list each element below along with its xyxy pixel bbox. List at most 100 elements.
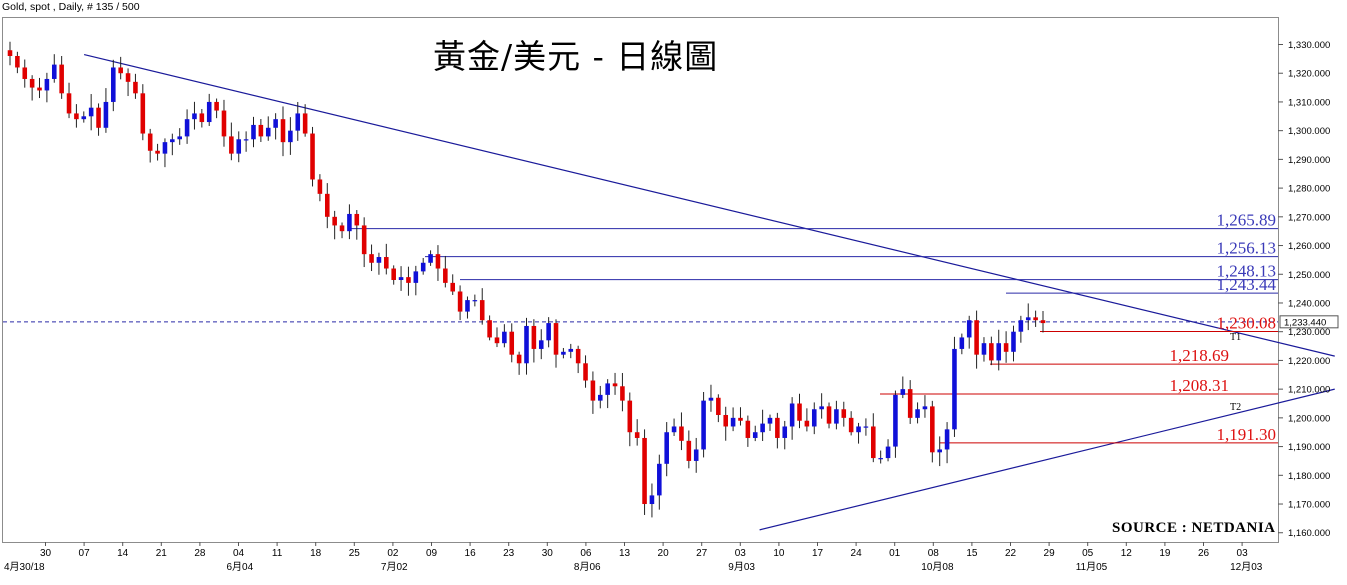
y-tick-label: 1,220.000 [1288, 356, 1330, 367]
candle-down [147, 133, 153, 151]
x-tick-label: 12 [1121, 548, 1133, 559]
level-label: 1,230.08 [1217, 313, 1277, 332]
candle-up [966, 320, 972, 338]
x-tick-label: 23 [503, 548, 515, 559]
candle-down [391, 268, 396, 281]
candle-down [74, 113, 79, 120]
candle-up [295, 113, 301, 131]
x-tick-label: 30 [40, 548, 52, 559]
candle-down [221, 110, 227, 137]
trendline-t2 [759, 388, 1335, 531]
candle-down [907, 389, 913, 418]
x-tick-label: 30 [542, 548, 554, 559]
chart-header-label: Gold, spot , Daily, # 135 / 500 [2, 1, 140, 13]
candle-down [369, 254, 374, 263]
x-tick-label: 01 [889, 548, 901, 559]
x-tick-label: 29 [1044, 548, 1056, 559]
candle-up [561, 351, 566, 355]
candle-up [111, 67, 116, 102]
candle-up [1011, 331, 1016, 352]
candle-up [1018, 320, 1024, 332]
candle-down [317, 179, 323, 194]
x-tick-label: 26 [1198, 548, 1210, 559]
x-tick-label: 09 [426, 548, 438, 559]
candle-up [657, 463, 662, 496]
candle-down [612, 383, 618, 387]
candle-up [996, 343, 1002, 361]
x-tick-label: 15 [966, 548, 978, 559]
candle-up [347, 213, 352, 232]
candle-up [782, 426, 788, 438]
y-tick-label: 1,250.000 [1288, 270, 1330, 281]
month-label: 4月30/18 [4, 561, 45, 573]
candle-down [384, 257, 389, 269]
candle-up [900, 389, 906, 395]
candle-down [133, 81, 138, 94]
current-price-label: 1,233.440 [1284, 317, 1326, 328]
candle-down [1003, 343, 1009, 352]
candle-down [302, 113, 308, 134]
x-tick-label: 22 [1005, 548, 1017, 559]
source-label: SOURCE : NETDANIA [1112, 520, 1276, 536]
candle-up [376, 257, 382, 263]
x-tick-label: 08 [928, 548, 940, 559]
trendline-label-t1: T1 [1230, 332, 1241, 343]
candle-down [229, 136, 234, 154]
candle-down [930, 406, 935, 453]
level-label: 1,191.30 [1217, 425, 1277, 444]
candle-up [465, 300, 470, 312]
candle-down [841, 409, 847, 418]
candle-down [627, 400, 633, 433]
current-price-tag [1279, 315, 1339, 329]
candle-up [288, 130, 293, 143]
candle-down [37, 87, 42, 91]
candle-down [620, 386, 625, 401]
x-tick-label: 27 [696, 548, 708, 559]
y-tick-label: 1,160.000 [1288, 528, 1330, 539]
y-tick-label: 1,300.000 [1288, 126, 1330, 137]
candle-down [361, 225, 367, 255]
candle-down [989, 343, 994, 361]
candle-down [199, 113, 205, 123]
candle-up [546, 323, 551, 341]
candle-up [162, 142, 168, 154]
candle-down [679, 426, 684, 441]
x-tick-label: 18 [310, 548, 322, 559]
candle-up [981, 343, 987, 355]
candle-down [1040, 320, 1046, 324]
y-tick-label: 1,180.000 [1288, 471, 1330, 482]
candle-up [922, 406, 928, 410]
candle-down [738, 417, 743, 421]
candle-up [81, 116, 87, 120]
month-label: 6月04 [227, 561, 254, 573]
candle-down [723, 414, 729, 427]
trendline-t1 [83, 53, 1335, 357]
candle-down [155, 150, 160, 154]
x-tick-label: 02 [387, 548, 399, 559]
y-tick-label: 1,330.000 [1288, 40, 1330, 51]
x-tick-label: 05 [1082, 548, 1094, 559]
x-tick-label: 04 [233, 548, 245, 559]
month-label: 11月05 [1076, 561, 1108, 573]
x-tick-label: 11 [272, 548, 283, 559]
x-tick-label: 24 [851, 548, 863, 559]
candle-up [170, 139, 175, 143]
candle-down [435, 254, 441, 269]
candle-down [974, 320, 979, 355]
candle-up [428, 254, 433, 263]
candle-up [937, 449, 942, 453]
plot-area-border [2, 17, 1279, 543]
y-tick-label: 1,310.000 [1288, 97, 1330, 108]
candle-down [22, 67, 28, 79]
y-tick-label: 1,190.000 [1288, 442, 1330, 453]
x-tick-label: 07 [79, 548, 91, 559]
x-tick-label: 21 [156, 548, 168, 559]
candle-up [811, 409, 817, 427]
x-tick-label: 13 [619, 548, 631, 559]
candle-up [251, 124, 256, 140]
candle-up [893, 394, 898, 447]
candle-down [15, 55, 20, 68]
candle-up [664, 432, 669, 464]
x-tick-label: 10 [773, 548, 785, 559]
